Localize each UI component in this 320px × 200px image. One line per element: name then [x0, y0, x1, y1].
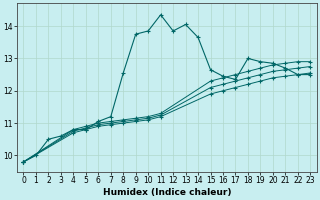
X-axis label: Humidex (Indice chaleur): Humidex (Indice chaleur) — [103, 188, 231, 197]
